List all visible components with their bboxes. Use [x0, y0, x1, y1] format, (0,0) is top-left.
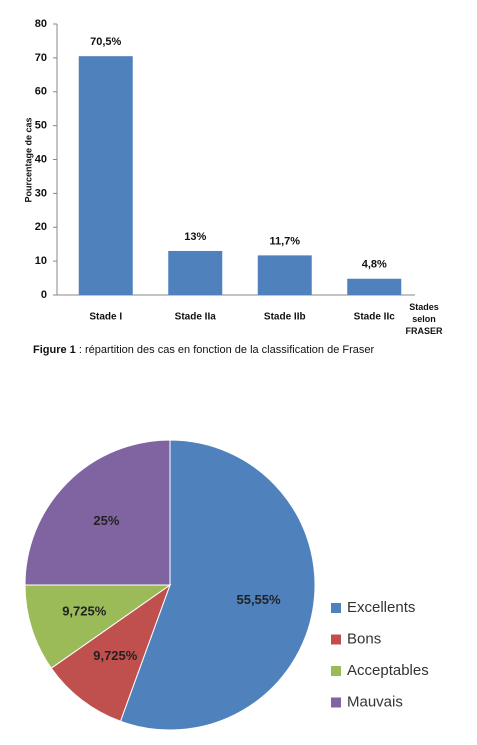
caption-text: : répartition des cas en fonction de la …: [75, 344, 375, 356]
legend-label: Acceptables: [347, 662, 429, 679]
pie-slice: [119, 439, 316, 731]
value-label: 55,55%: [236, 592, 281, 607]
figure-caption: Figure 1 : répartition des cas en foncti…: [33, 344, 374, 356]
x-tick-label: Stade IIc: [354, 312, 396, 323]
y-tick-label: 30: [35, 187, 47, 199]
x-axis-label: Stades selon FRASER: [405, 302, 443, 336]
y-tick-label: 60: [35, 86, 47, 98]
value-label: 9,725%: [93, 648, 138, 663]
legend-label: Bons: [347, 630, 381, 647]
value-label: 11,7%: [269, 235, 300, 247]
y-tick-label: 10: [35, 255, 47, 267]
bar: [78, 56, 133, 296]
caption-label: Figure 1: [33, 344, 76, 356]
legend-label: Excellents: [347, 599, 415, 616]
y-tick-label: 20: [35, 221, 47, 233]
legend-swatch: [331, 697, 341, 708]
legend-label: Mauvais: [347, 693, 403, 710]
value-label: 13%: [184, 231, 206, 243]
pie-slice: [50, 583, 172, 722]
value-label: 4,8%: [362, 259, 387, 271]
value-label: 25%: [93, 513, 119, 528]
legend-swatch: [331, 603, 341, 613]
legend-swatch: [331, 634, 341, 645]
bar: [168, 250, 223, 295]
y-tick-label: 50: [35, 120, 47, 132]
bar: [347, 278, 402, 295]
pie-slice: [24, 439, 171, 586]
y-tick-label: 80: [35, 18, 47, 30]
y-axis-label: Pourcentage de cas: [23, 117, 33, 202]
legend-swatch: [331, 666, 341, 676]
y-tick-label: 40: [35, 153, 47, 165]
x-tick-label: Stade IIb: [264, 312, 306, 323]
x-tick-label: Stade I: [89, 312, 122, 323]
y-tick-label: 0: [41, 289, 47, 301]
x-tick-label: Stade IIa: [175, 312, 217, 323]
bar: [257, 255, 312, 295]
y-tick-label: 70: [35, 52, 47, 64]
value-label: 70,5%: [90, 36, 121, 48]
pie-slice: [24, 584, 172, 669]
value-label: 9,725%: [62, 603, 107, 618]
